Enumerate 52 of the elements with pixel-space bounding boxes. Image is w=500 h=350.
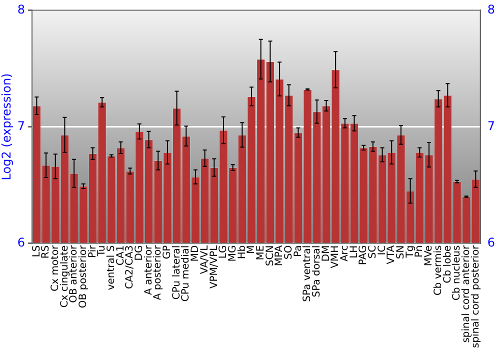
x-tick-label: MD [190,244,202,262]
x-tick-label: Cb lobe [442,245,454,284]
x-tick-label: LG [218,245,230,259]
y-axis-title: Log2 (expression) [0,73,14,180]
x-tick-label: M [246,245,258,254]
x-tick-label: spinal cord anterior [460,244,472,343]
x-tick-label: Tg [404,245,416,259]
x-tick-label: GP [162,245,174,260]
x-tick-label: Hb [236,245,248,260]
x-tick-label: VTA [386,245,398,264]
x-tick-label: OB posterior [78,244,89,308]
x-tick-label: Pn [414,245,426,258]
x-tick-label: LS [31,245,42,258]
x-tick-label: MG [227,245,238,262]
x-tick-label: Cx motor [50,244,61,292]
x-tick-label: A anterior [143,244,154,295]
x-tick-label: ME [255,245,266,260]
x-tick-label: RS [40,245,52,259]
x-tick-label: Pa [292,245,304,258]
x-tick-label: CPu medial [180,245,192,302]
x-tick-label: SCN [264,245,276,266]
x-tick-label: SPa dorsal [312,245,323,298]
x-tick-label: IC [376,245,388,256]
y2-tick-label: 7 [487,118,496,133]
x-tick-label: SO [283,245,294,260]
x-tick-label: CA1 [115,245,126,266]
y-tick-label: 8 [17,2,26,16]
x-tick-label: PAG [358,245,370,266]
x-tick-label: A posterior [152,244,164,300]
x-tick-label: LH [348,245,360,258]
x-tick-label: Cb vermis [432,245,444,296]
x-tick-label: Cx cingulate [59,245,70,308]
x-tick-label: DM [320,245,332,262]
x-tick-label: VMH [330,245,342,268]
y-tick-label: 6 [17,235,26,250]
x-tick-label: ventral S [106,245,118,290]
x-tick-label: MPA [274,245,286,266]
y-tick-label: 7 [17,118,26,133]
x-tick-label: SN [396,245,407,260]
x-tick-label: CA2/CA3 [124,245,136,290]
y2-tick-label: 8 [487,2,496,16]
x-tick-label: DG [134,245,146,261]
x-tick-label: Pir [87,244,98,258]
x-tick-label: VA/VL [199,244,210,274]
x-tick-label: VPM/VPL [208,244,220,289]
x-tick-label: MVe [424,245,435,266]
x-tick-label: Tu [96,245,108,258]
y2-tick-label: 6 [487,235,496,250]
x-tick-label: CPu lateral [171,245,182,300]
x-tick-label: SC [368,245,379,259]
x-tick-label: Arc [340,245,351,262]
x-tick-label: spinal cord posterior [470,244,482,348]
